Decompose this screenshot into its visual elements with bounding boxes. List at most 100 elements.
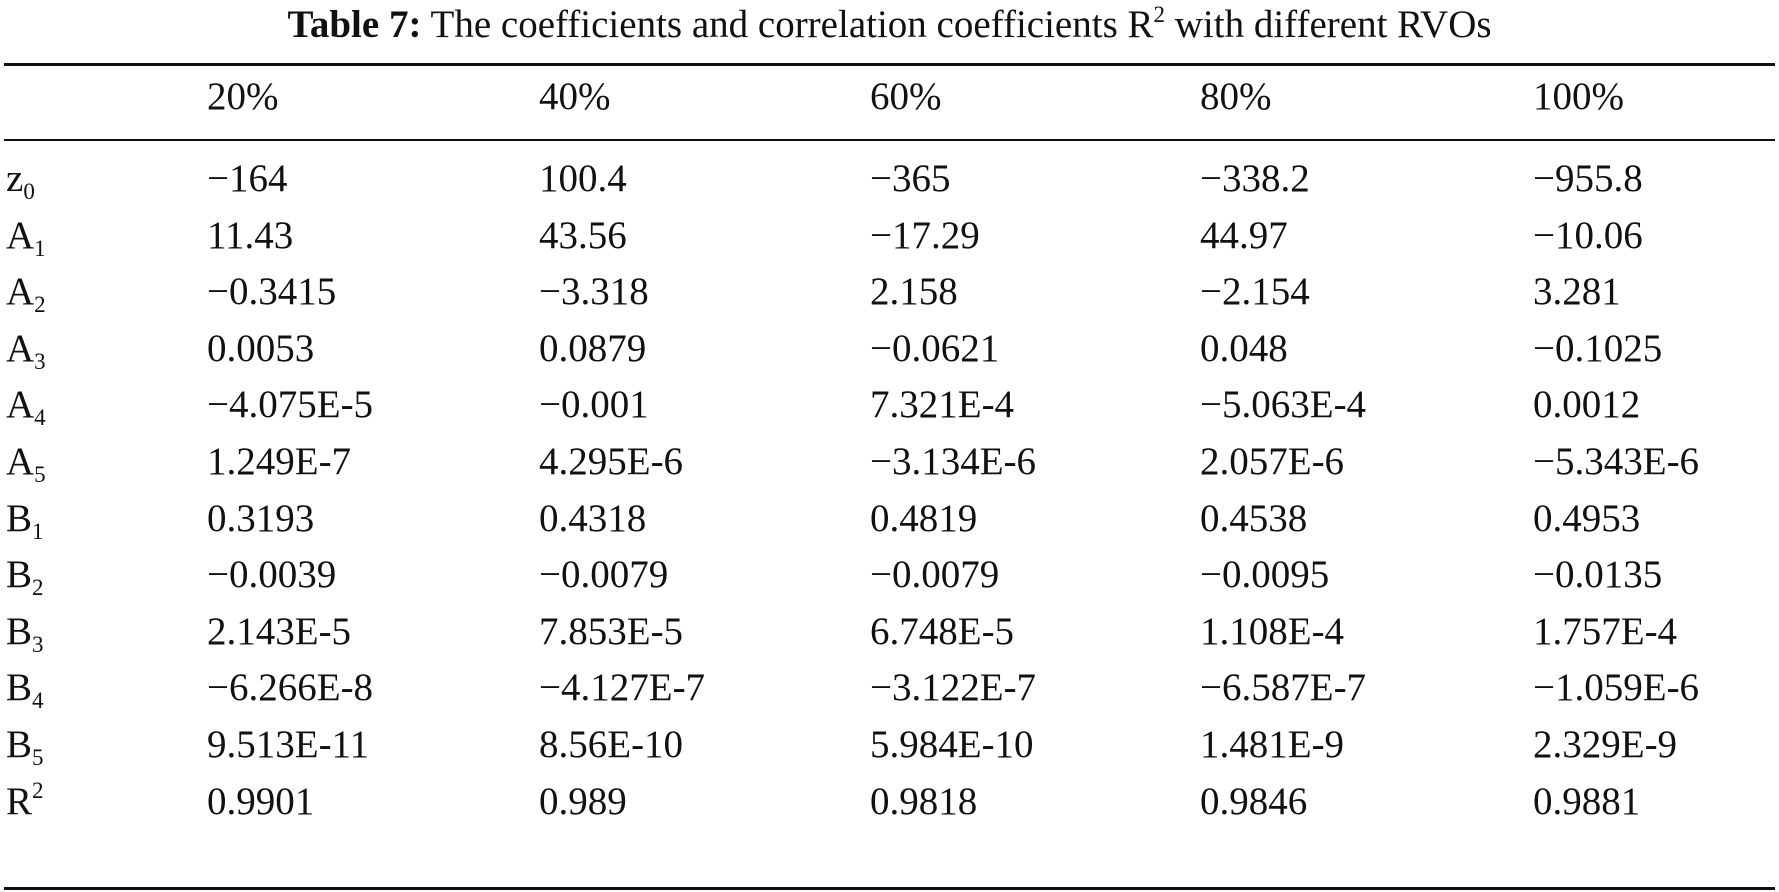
row-label: z0 xyxy=(6,149,35,209)
table-cell: −164 xyxy=(207,157,288,200)
table-cell: 5.984E-10 xyxy=(870,723,1034,766)
table-cell: 2.329E-9 xyxy=(1533,723,1678,766)
row-label-base: A xyxy=(6,270,35,314)
table-cell: 6.748E-5 xyxy=(870,609,1015,653)
table-cell: −1.059E-6 xyxy=(1533,666,1700,710)
row-label-subscript: 4 xyxy=(32,688,44,714)
table-cell: 7.321E-4 xyxy=(870,383,1015,427)
header-cell: 60% xyxy=(870,75,942,118)
table-cell: −2.154 xyxy=(1200,270,1310,314)
table-cell: −6.266E-8 xyxy=(207,666,374,710)
table-cell: 1.757E-4 xyxy=(1533,609,1678,653)
row-label-subscript: 5 xyxy=(34,462,46,487)
table-cell: 4.295E-6 xyxy=(539,440,684,483)
row-label: B1 xyxy=(6,489,44,549)
row-label: A1 xyxy=(6,206,46,266)
table-row: A5 1.249E-7 4.295E-6 −3.134E-6 2.057E-6 −5.34… xyxy=(0,432,1779,492)
table-row: B4 −6.266E-8 −4.127E-7 −3.122E-7 −6.587E-7 −1… xyxy=(0,658,1779,718)
row-label-subscript: 4 xyxy=(34,405,46,431)
table-cell: −3.134E-6 xyxy=(870,440,1037,483)
row-label-superscript: 2 xyxy=(32,777,44,803)
table-cell: −0.0621 xyxy=(870,326,1000,370)
table-cell: 0.4538 xyxy=(1200,496,1308,540)
table-cell: 0.048 xyxy=(1200,326,1288,370)
row-label-subscript: 0 xyxy=(23,179,35,204)
table-cell: 43.56 xyxy=(539,213,627,257)
caption-label: Table 7: xyxy=(287,3,422,46)
table-cell: 0.0879 xyxy=(539,326,647,370)
table-row: B2 −0.0039 −0.0079 −0.0079 −0.0095 −0.0135 xyxy=(0,545,1779,605)
row-label: A3 xyxy=(6,319,46,379)
table-cell: −955.8 xyxy=(1533,157,1643,200)
table-cell: 0.9881 xyxy=(1533,779,1641,823)
row-label: A4 xyxy=(6,375,46,435)
table-cell: −10.06 xyxy=(1533,213,1643,257)
table-cell: 0.4953 xyxy=(1533,496,1641,540)
header-cell: 100% xyxy=(1533,75,1624,118)
table-row: A4 −4.075E-5 −0.001 7.321E-4 −5.063E-4 0.0012 xyxy=(0,375,1779,435)
table-cell: 0.0053 xyxy=(207,326,315,370)
table-row: B5 9.513E-11 8.56E-10 5.984E-10 1.481E-9 2.32… xyxy=(0,715,1779,775)
row-label: A2 xyxy=(6,262,46,322)
table-cell: 100.4 xyxy=(539,157,627,200)
table-row: R2 0.9901 0.989 0.9818 0.9846 0.9881 xyxy=(0,772,1779,832)
row-label-subscript: 1 xyxy=(34,235,46,261)
table-cell: 0.9818 xyxy=(870,779,978,823)
table-cell: 2.057E-6 xyxy=(1200,440,1345,483)
table-cell: −4.075E-5 xyxy=(207,383,374,427)
table-cell: −3.318 xyxy=(539,270,649,314)
row-label-subscript: 5 xyxy=(32,745,44,770)
table-cell: −0.001 xyxy=(539,383,649,427)
table-cell: 9.513E-11 xyxy=(207,723,370,766)
row-label-subscript: 1 xyxy=(32,518,44,544)
row-label-base: A xyxy=(6,440,35,483)
table-cell: −3.122E-7 xyxy=(870,666,1037,710)
row-label-subscript: 3 xyxy=(32,631,44,657)
table-cell: 0.4318 xyxy=(539,496,647,540)
row-label-base: z xyxy=(6,157,24,200)
bottom-rule xyxy=(4,887,1775,890)
row-label-base: R xyxy=(6,779,33,823)
table-cell: −0.0039 xyxy=(207,553,337,597)
table-cell: −365 xyxy=(870,157,951,200)
top-rule xyxy=(4,63,1775,66)
table-row: A1 11.43 43.56 −17.29 44.97 −10.06 xyxy=(0,206,1779,266)
table-cell: 44.97 xyxy=(1200,213,1288,257)
table-cell: 11.43 xyxy=(207,213,294,257)
caption-superscript: 2 xyxy=(1153,2,1166,27)
row-label-base: B xyxy=(6,723,33,766)
table-cell: 0.4819 xyxy=(870,496,978,540)
row-label-base: B xyxy=(6,553,33,597)
row-label: A5 xyxy=(6,432,46,492)
table-cell: −0.0135 xyxy=(1533,553,1663,597)
table-row: A2 −0.3415 −3.318 2.158 −2.154 3.281 xyxy=(0,262,1779,322)
header-row: 20% 40% 60% 80% 100% xyxy=(0,66,1779,139)
table-cell: 2.143E-5 xyxy=(207,609,352,653)
table-caption: Table 7: The coefficients and correlatio… xyxy=(0,0,1779,58)
caption-tail: with different RVOs xyxy=(1174,3,1492,46)
table-cell: 7.853E-5 xyxy=(539,609,684,653)
row-label: R2 xyxy=(6,772,44,832)
table-cell: 2.158 xyxy=(870,270,958,314)
row-label-base: B xyxy=(6,666,33,710)
table-cell: 0.3193 xyxy=(207,496,315,540)
row-label-subscript: 3 xyxy=(34,348,46,374)
table-cell: −338.2 xyxy=(1200,157,1310,200)
header-cell: 20% xyxy=(207,75,279,118)
row-label-base: A xyxy=(6,383,35,427)
row-label-base: A xyxy=(6,213,35,257)
row-label-base: B xyxy=(6,496,33,540)
caption-text: The coefficients and correlation coeffic… xyxy=(430,3,1154,46)
table-cell: −5.063E-4 xyxy=(1200,383,1367,427)
table-cell: 1.108E-4 xyxy=(1200,609,1345,653)
table-cell: 3.281 xyxy=(1533,270,1621,314)
header-cell: 80% xyxy=(1200,75,1272,118)
table-cell: −5.343E-6 xyxy=(1533,440,1700,483)
table-cell: 0.989 xyxy=(539,779,627,823)
table-cell: −6.587E-7 xyxy=(1200,666,1367,710)
header-cell: 40% xyxy=(539,75,611,118)
row-label: B3 xyxy=(6,602,44,662)
row-label: B4 xyxy=(6,658,44,718)
row-label-subscript: 2 xyxy=(34,292,46,318)
row-label-base: B xyxy=(6,609,33,653)
